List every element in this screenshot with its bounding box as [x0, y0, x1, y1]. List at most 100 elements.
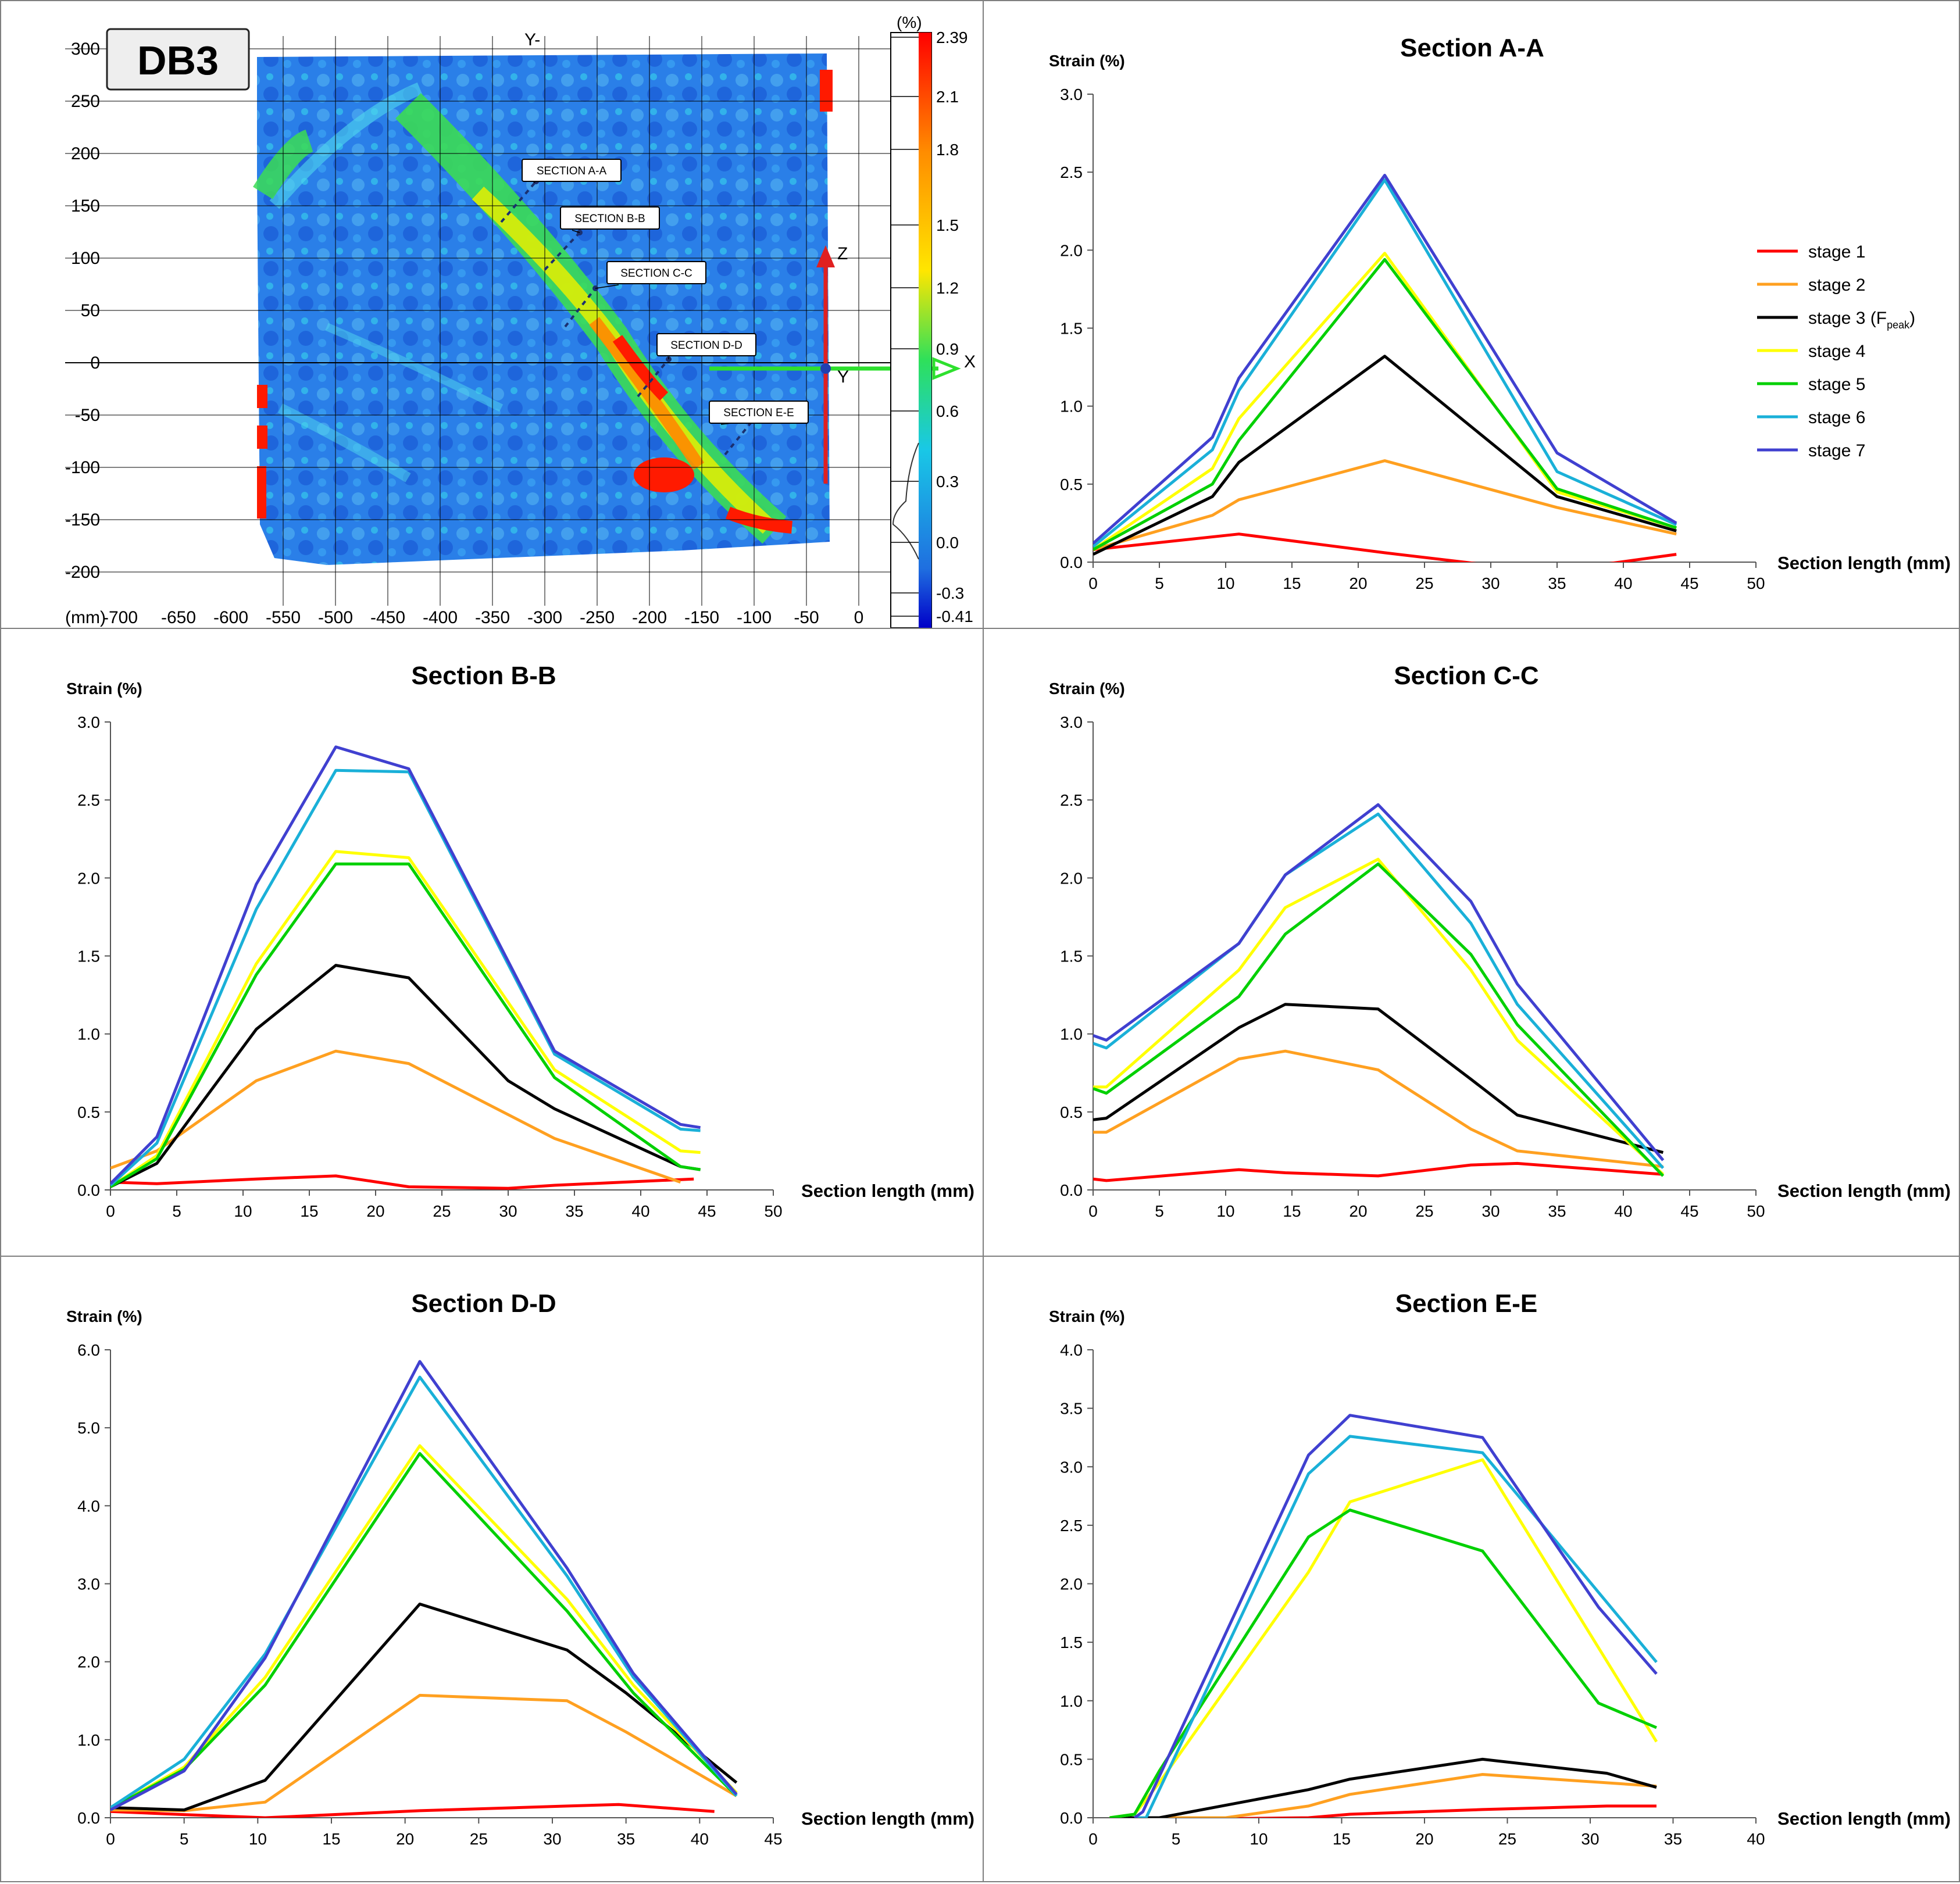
x-axis-label: Section length (mm)	[1777, 553, 1951, 573]
y-tick-label: 6.0	[77, 1341, 100, 1359]
section-line	[564, 287, 597, 328]
y-tick-label: 2.5	[1060, 163, 1083, 181]
y-tick-label: 1.5	[1060, 320, 1083, 338]
colorbar-unit: (%)	[897, 13, 922, 31]
y-tick-label: 0.0	[1060, 1809, 1083, 1827]
y-tick-label: 50	[81, 301, 100, 320]
x-tick-label: 5	[1172, 1830, 1181, 1848]
legend-label: stage 3 (Fpeak)	[1808, 309, 1915, 331]
y-tick-label: 150	[71, 196, 100, 216]
series-line-stage-3-fpeak-	[1093, 355, 1677, 556]
section-leader	[595, 284, 619, 289]
x-tick-label: -300	[527, 608, 562, 627]
series-line-stage-1	[110, 1174, 694, 1190]
x-tick-label: -550	[266, 608, 301, 627]
y-tick-label: 5.0	[77, 1419, 100, 1437]
chart-section-c-c: Section C-C Strain (%) Section length (mm)…	[1049, 662, 1951, 1220]
series-line-stage-4	[110, 1444, 738, 1810]
section-label-box	[656, 333, 756, 356]
y-tick-label: 0	[90, 353, 100, 373]
x-tick-label: 0	[106, 1202, 115, 1220]
series-line-stage-3-fpeak-	[110, 964, 701, 1188]
series-line-stage-5	[1109, 1508, 1657, 1818]
series-line-stage-1	[1093, 532, 1677, 562]
x-tick-label: 0	[1088, 574, 1098, 592]
colorbar-tick-label: 0.3	[936, 473, 959, 491]
legend-label-suffix: )	[1909, 309, 1915, 328]
y-tick-label: 100	[71, 249, 100, 268]
legend-label-text: stage 4	[1808, 342, 1865, 361]
y-tick-label: 4.0	[77, 1497, 100, 1515]
series-line-stage-4	[1093, 857, 1665, 1176]
x-tick-label: 20	[1415, 1830, 1433, 1848]
legend-label-subscript: peak	[1887, 319, 1910, 331]
series-line-stage-4	[1109, 1458, 1658, 1818]
legend-label: stage 4	[1808, 342, 1865, 361]
y-tick-label: 0.0	[77, 1809, 100, 1827]
colorbar-tick-label: 0.6	[936, 402, 959, 420]
y-axis-label: Strain (%)	[66, 680, 142, 698]
x-tick-label: 30	[1581, 1830, 1599, 1848]
series-line-stage-6	[110, 1375, 738, 1809]
x-tick-label: 20	[366, 1202, 384, 1220]
x-tick-label: -100	[737, 608, 772, 627]
y-axis-label: Y	[837, 367, 849, 387]
series-line-stage-3-fpeak-	[1093, 1003, 1664, 1154]
colorbar-tick-labels: 2.39 2.1 1.8 1.5 1.2 0.9 0.6 0.3 0.0 -0.3 -0.41	[891, 28, 973, 625]
x-tick-label: 10	[1249, 1830, 1268, 1848]
colorbar-tick-label: -0.3	[936, 584, 964, 602]
y-tick-label: 3.0	[1060, 85, 1083, 103]
chart-panel-section-b-b: Section B-B Strain (%) Section length (mm)…	[0, 628, 984, 1257]
section-label: SECTION C-C	[620, 267, 692, 280]
chart-legend: stage 1 stage 2 stage 3 (Fpeak) stage 4 stag…	[1757, 242, 1915, 460]
chart-panel-section-e-e: Section E-E Strain (%) Section length (mm)…	[983, 1256, 1960, 1882]
y-tick-label: 2.5	[1060, 1517, 1083, 1535]
x-tick-label: 45	[1680, 574, 1698, 592]
colorbar-tick-label: 2.1	[936, 88, 959, 106]
colorbar-tick-label: 2.39	[936, 28, 968, 47]
series-line-stage-2	[110, 1693, 737, 1812]
x-tick-label: -350	[475, 608, 510, 627]
origin-marker	[820, 363, 831, 374]
x-axis-label: Section length (mm)	[801, 1181, 974, 1201]
series-line-stage-2	[1093, 1049, 1663, 1168]
x-axis-label: Section length (mm)	[801, 1808, 974, 1829]
y-tick-label: 2.0	[77, 1653, 100, 1671]
chart-title: Section C-C	[1394, 662, 1538, 690]
x-tick-label: 25	[433, 1202, 451, 1220]
section-line	[637, 358, 670, 398]
y-tick-label: 3.0	[1060, 713, 1083, 731]
x-tick-label: 15	[300, 1202, 318, 1220]
legend-label-text: stage 1	[1808, 242, 1865, 262]
x-tick-label: 10	[1216, 574, 1234, 592]
section-label: SECTION A-A	[537, 165, 607, 177]
x-tick-label: 5	[1155, 574, 1164, 592]
specimen-label-box	[106, 28, 250, 91]
x-tick-label: 0	[854, 608, 864, 627]
strain-field-image	[253, 53, 833, 565]
legend-label-text: stage 6	[1808, 408, 1865, 427]
section-label-box	[522, 159, 622, 182]
y-tick-label: 0.5	[1060, 1103, 1083, 1121]
x-tick-label: -650	[161, 608, 196, 627]
x-tick-label: -700	[103, 608, 138, 627]
y-tick-label: 1.0	[1060, 1025, 1083, 1043]
y-tick-label: 4.0	[1060, 1341, 1083, 1359]
specimen-label: DB3	[137, 38, 219, 83]
y-tick-label: 200	[71, 144, 100, 163]
section-label: SECTION E-E	[723, 407, 794, 419]
chart-section-d-d: Section D-D Strain (%) Section length (mm)…	[66, 1289, 974, 1848]
series-line-stage-6	[110, 768, 701, 1186]
x-tick-label: -50	[794, 608, 819, 627]
x-tick-label: 20	[1349, 1202, 1367, 1220]
series-line-stage-6	[1093, 178, 1677, 548]
legend-label: stage 6	[1808, 408, 1865, 427]
y-tick-label: 1.0	[77, 1731, 100, 1749]
y-tick-label: 3.5	[1060, 1400, 1083, 1418]
x-tick-label: 15	[1283, 1202, 1301, 1220]
y-tick-label: 2.5	[1060, 791, 1083, 809]
y-tick-label: 0.0	[1060, 1181, 1083, 1199]
y-tick-label: 1.0	[1060, 398, 1083, 416]
series-line-stage-7	[1093, 174, 1677, 545]
series-line-stage-7	[1093, 803, 1665, 1161]
